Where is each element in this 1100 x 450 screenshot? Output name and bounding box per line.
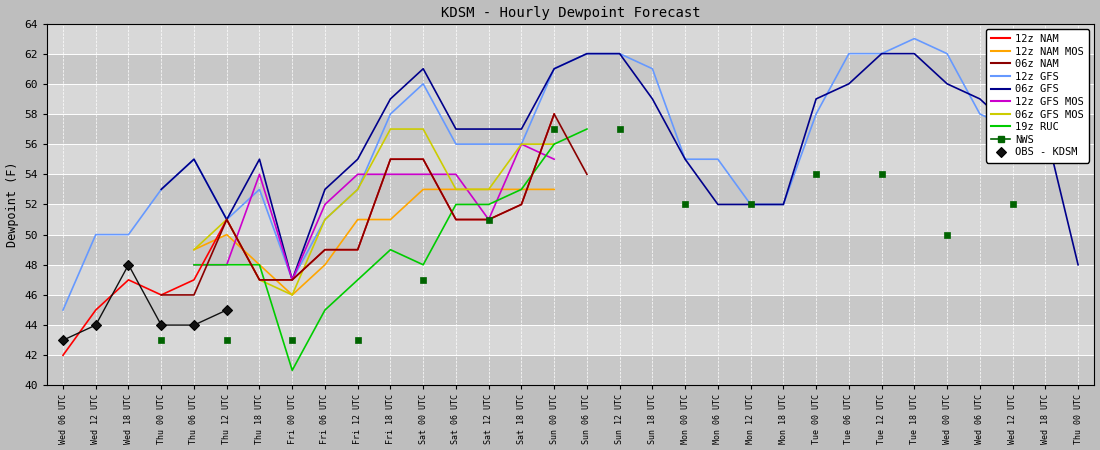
Bar	[46, 174, 1094, 204]
Bar	[46, 54, 1094, 84]
Bar	[46, 114, 1094, 144]
Bar	[46, 204, 1094, 234]
Bar	[46, 355, 1094, 385]
Legend: 12z NAM, 12z NAM MOS, 06z NAM, 12z GFS, 06z GFS, 12z GFS MOS, 06z GFS MOS, 19z R: 12z NAM, 12z NAM MOS, 06z NAM, 12z GFS, …	[986, 29, 1089, 162]
Bar	[46, 23, 1094, 54]
Bar	[46, 295, 1094, 325]
Bar	[46, 234, 1094, 265]
Bar	[46, 325, 1094, 355]
Bar	[46, 144, 1094, 174]
Bar	[46, 265, 1094, 295]
Y-axis label: Dewpoint (F): Dewpoint (F)	[6, 162, 19, 247]
Title: KDSM - Hourly Dewpoint Forecast: KDSM - Hourly Dewpoint Forecast	[441, 5, 701, 19]
Bar	[46, 84, 1094, 114]
